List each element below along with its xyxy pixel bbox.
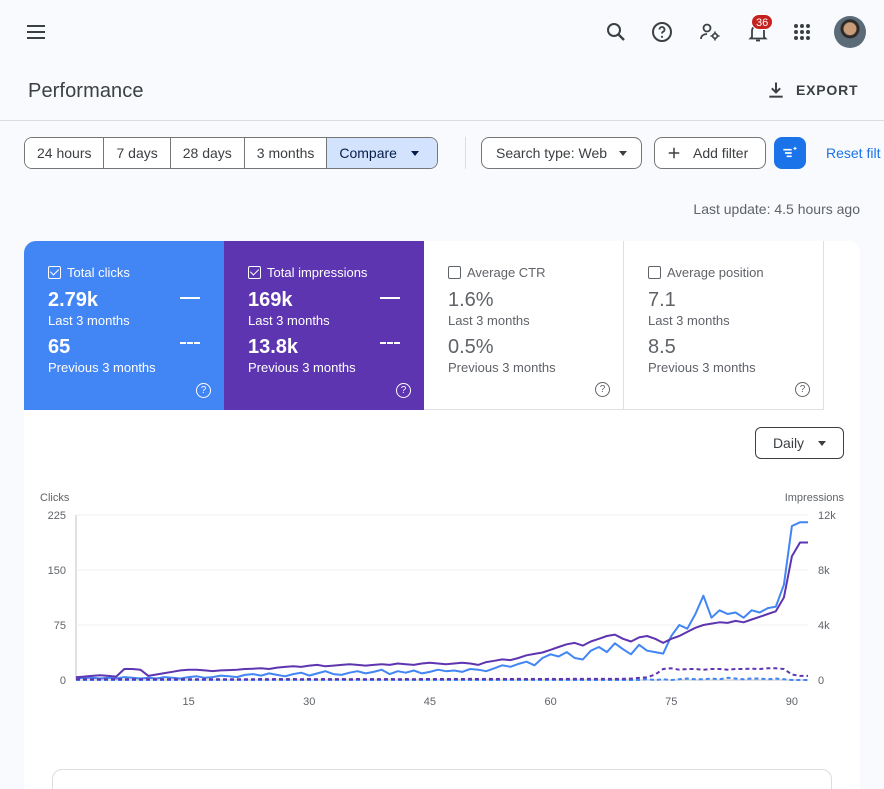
metric-label: Total clicks — [67, 265, 130, 280]
compare-label: Compare — [339, 145, 397, 161]
metric-previous-value: 13.8k — [248, 336, 299, 358]
date-range-selector: 24 hours 7 days 28 days 3 months Compare — [24, 137, 438, 169]
search-icon[interactable] — [598, 14, 634, 50]
left-tick-label: 75 — [54, 620, 66, 632]
metric-previous-period: Previous 3 months — [448, 360, 556, 375]
granularity-label: Daily — [772, 435, 805, 451]
compare-dropdown[interactable]: Compare — [327, 138, 437, 168]
checkbox-icon[interactable] — [448, 266, 461, 279]
help-icon[interactable]: ? — [795, 382, 810, 397]
metric-label: Total impressions — [267, 265, 368, 280]
checkbox-icon[interactable] — [48, 266, 61, 279]
metric-value: 1.6% — [448, 289, 494, 311]
series-line-3 — [75, 667, 808, 681]
export-label: EXPORT — [796, 82, 859, 98]
left-tick-label: 150 — [48, 565, 66, 577]
help-icon[interactable]: ? — [196, 383, 211, 398]
x-tick-label: 60 — [544, 696, 556, 708]
metric-previous-value: 8.5 — [648, 336, 676, 358]
chevron-down-icon — [619, 150, 628, 156]
performance-chart: Clicks Impressions 0 0 75 4k 150 8k 225 12k 15 30… — [40, 492, 845, 708]
x-tick-label: 90 — [786, 696, 798, 708]
avatar[interactable] — [834, 16, 866, 48]
help-icon[interactable]: ? — [595, 382, 610, 397]
x-tick-label: 30 — [303, 696, 315, 708]
manage-accounts-icon[interactable] — [692, 14, 728, 50]
metric-period: Last 3 months — [248, 313, 330, 328]
metric-value: 169k — [248, 289, 293, 311]
x-tick-label: 75 — [665, 696, 677, 708]
metric-previous-period: Previous 3 months — [48, 360, 156, 375]
solid-line-legend-icon — [180, 297, 200, 299]
add-filter-button[interactable]: Add filter — [654, 137, 766, 169]
checkbox-icon[interactable] — [648, 266, 661, 279]
metric-period: Last 3 months — [448, 313, 530, 328]
metric-value: 7.1 — [648, 289, 676, 311]
left-tick-label: 0 — [60, 675, 66, 687]
download-icon — [769, 82, 783, 98]
metric-previous-period: Previous 3 months — [248, 360, 356, 375]
metric-previous-value: 65 — [48, 336, 71, 358]
metric-average-ctr[interactable]: Average CTR 1.6% Last 3 months 0.5% Prev… — [424, 241, 624, 410]
last-update-text: Last update: 4.5 hours ago — [693, 201, 860, 217]
date-range-28-days[interactable]: 28 days — [170, 138, 245, 168]
notification-count-badge: 36 — [751, 14, 774, 30]
filter-settings-button[interactable] — [774, 137, 806, 169]
granularity-dropdown[interactable]: Daily — [755, 427, 844, 459]
left-axis-label: Clicks — [40, 492, 70, 504]
right-tick-label: 0 — [818, 675, 824, 687]
metric-label: Average position — [667, 265, 764, 280]
x-tick-label: 45 — [424, 696, 436, 708]
filter-sparkle-icon — [783, 146, 798, 158]
solid-line-legend-icon — [380, 297, 400, 299]
date-range-3-months[interactable]: 3 months — [244, 138, 328, 168]
chevron-down-icon — [410, 150, 419, 156]
chevron-down-icon — [818, 440, 827, 446]
metric-previous-period: Previous 3 months — [648, 360, 756, 375]
right-axis-label: Impressions — [785, 492, 845, 504]
metric-total-impressions[interactable]: Total impressions 169k Last 3 months 13.… — [224, 241, 424, 410]
apps-grid-icon[interactable] — [784, 14, 820, 50]
metric-previous-value: 0.5% — [448, 336, 494, 358]
right-tick-label: 8k — [818, 565, 830, 577]
menu-icon[interactable] — [18, 14, 54, 50]
help-icon[interactable]: ? — [396, 383, 411, 398]
metric-period: Last 3 months — [648, 313, 730, 328]
top-app-bar: 36 — [0, 0, 884, 64]
help-icon[interactable] — [644, 14, 680, 50]
date-range-7-days[interactable]: 7 days — [104, 138, 171, 168]
metric-average-position[interactable]: Average position 7.1 Last 3 months 8.5 P… — [624, 241, 824, 410]
metric-value: 2.79k — [48, 289, 99, 311]
plus-icon — [668, 147, 680, 159]
search-type-label: Search type: Web — [496, 145, 608, 161]
page-title: Performance — [28, 80, 144, 102]
series-line-0 — [75, 521, 808, 680]
query-table-card — [52, 769, 832, 789]
export-button[interactable]: EXPORT — [766, 80, 858, 100]
series-line-1 — [75, 541, 808, 679]
right-tick-label: 12k — [818, 510, 836, 522]
left-tick-label: 225 — [48, 510, 66, 522]
add-filter-label: Add filter — [693, 145, 749, 161]
search-type-dropdown[interactable]: Search type: Web — [481, 137, 643, 169]
dashed-line-legend-icon — [380, 342, 400, 344]
date-range-24-hours[interactable]: 24 hours — [25, 138, 105, 168]
filter-divider — [465, 137, 466, 169]
header-divider — [0, 120, 884, 121]
reset-filters-link[interactable]: Reset filt — [826, 145, 881, 161]
right-tick-label: 4k — [818, 620, 830, 632]
metric-label: Average CTR — [467, 265, 546, 280]
checkbox-icon[interactable] — [248, 266, 261, 279]
metric-period: Last 3 months — [48, 313, 130, 328]
dashed-line-legend-icon — [180, 342, 200, 344]
metric-total-clicks[interactable]: Total clicks 2.79k Last 3 months 65 Prev… — [24, 241, 224, 410]
x-tick-label: 15 — [182, 696, 194, 708]
